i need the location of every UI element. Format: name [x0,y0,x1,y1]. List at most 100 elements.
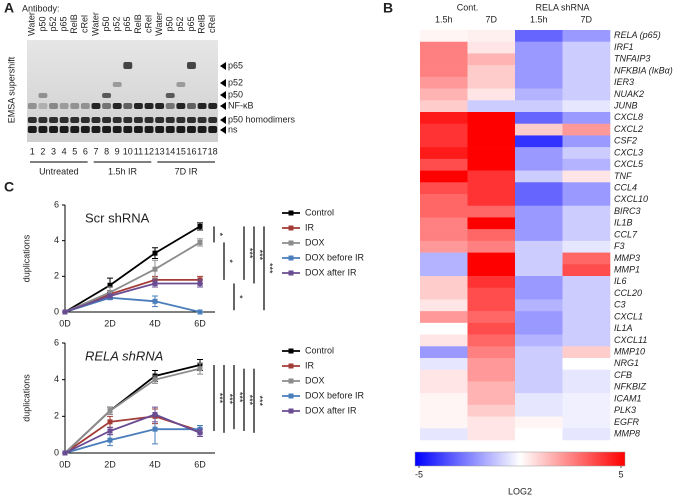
heat-cell [467,112,516,125]
significance-label: *** [215,393,225,404]
heat-cell [420,322,468,335]
heat-cell [515,182,563,195]
significance-label: * [235,295,245,299]
heat-cell [515,147,563,160]
heat-cell [467,30,516,43]
band-arrow [220,102,226,110]
gel-band [144,117,154,123]
lane-number: 15 [176,146,186,156]
colorbar-tick-label: -5 [415,469,423,479]
heat-cell [515,334,563,347]
colorbar-label: LOG2 [508,486,532,496]
heat-cell [467,123,516,136]
y-tick-label: 0 [54,306,59,316]
heat-cell [562,240,611,253]
gel-band [80,103,90,109]
heat-cell [420,369,468,382]
y-axis-label: duplications [21,374,31,422]
gene-label: CXCL2 [614,124,643,134]
lane-antibody: RelB [133,14,143,34]
heat-cell [515,346,563,359]
lane-antibody: cRel [207,15,217,33]
gel-band [102,117,112,123]
gene-label: CCL7 [614,229,638,239]
heat-cell [467,299,516,312]
colorbar-tick-label: 5 [618,469,623,479]
point [107,289,113,295]
heat-cell [562,217,611,230]
lane-number: 4 [62,146,67,156]
gene-label: CXCL3 [614,147,643,157]
gel-band [91,126,101,133]
gel-band [165,93,175,98]
gel-band [123,62,133,69]
heat-cell [420,264,468,277]
legend-marker [288,378,294,384]
gel-band [112,82,122,87]
heat-cell [515,135,563,148]
gel-band [91,103,101,109]
gel-band [133,126,143,133]
lane-antibody: RelB [196,14,206,34]
heat-cell [467,428,516,441]
heat-cell [562,158,611,171]
gel-band [133,103,143,109]
legend-marker [288,225,294,231]
gel-band [165,103,175,109]
heat-cell [515,100,563,113]
gene-label: CXCL11 [614,335,647,345]
gel-band [49,103,58,109]
gel-band [176,117,186,123]
group-label: 7D IR [175,166,199,176]
gene-label: IL1A [614,323,633,333]
heat-cell [467,276,516,289]
heat-cell [420,393,468,406]
band-label: ns [228,124,238,134]
gel-band [27,126,37,133]
heat-cell [467,311,516,324]
gel-band [187,62,196,69]
point [62,309,68,315]
legend-marker [288,408,294,414]
lane-number: 18 [208,146,218,156]
gel-band [197,103,207,109]
band-arrow [220,116,226,124]
heat-cell [515,65,563,78]
heat-cell [467,194,516,207]
gene-label: CCL20 [614,288,642,298]
heat-cell [467,76,516,89]
significance-label: *** [225,394,235,405]
heat-cell [515,369,563,382]
heat-cell [467,404,516,417]
lane-antibody: p65 [59,16,69,31]
point [197,430,203,436]
heat-cell [467,264,516,277]
heat-cell [420,428,468,441]
gel [27,40,218,142]
heat-cell [515,30,563,43]
gel-band [165,117,175,123]
lane-antibody: Water [90,12,100,36]
gel-band [133,117,143,123]
gel-band [70,126,80,133]
legend-label: DOX [305,237,325,247]
heat-cell [420,30,468,43]
heat-cell [515,123,563,136]
heat-cell [467,240,516,253]
lane-number: 3 [51,146,56,156]
heat-cell [562,322,611,335]
legend-marker [288,255,294,261]
gel-band [27,103,37,109]
heat-cell [467,205,516,218]
heat-cell [467,135,516,148]
heat-cell [467,322,516,335]
column-label: 7D [580,14,592,24]
panel-label: A [4,0,14,16]
heat-cell [562,381,611,394]
heat-cell [515,358,563,371]
gene-label: CXCL8 [614,112,643,122]
point [197,223,203,229]
legend-label: Control [305,345,334,355]
lane-antibody: p50 [101,16,111,31]
heat-cell [562,393,611,406]
